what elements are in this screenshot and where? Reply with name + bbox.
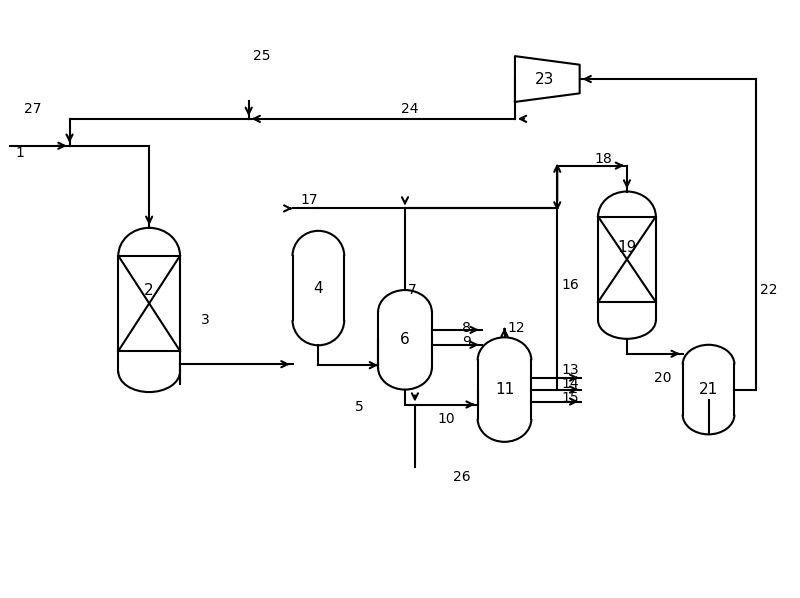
Text: 17: 17 [301,194,318,208]
Text: 1: 1 [16,146,25,160]
Text: 21: 21 [699,382,718,397]
Text: 10: 10 [438,413,455,426]
Text: 3: 3 [201,313,210,327]
Text: 5: 5 [355,401,364,414]
Text: 16: 16 [562,278,579,292]
Text: 22: 22 [760,283,778,297]
Text: 24: 24 [402,102,418,116]
Text: 19: 19 [618,240,637,255]
Text: 15: 15 [562,390,579,404]
Text: 23: 23 [534,72,554,87]
Text: 9: 9 [462,335,470,349]
Text: 8: 8 [462,321,470,335]
Text: 20: 20 [654,371,671,385]
Text: 4: 4 [314,280,323,295]
Text: 13: 13 [562,362,579,377]
Text: 2: 2 [144,283,154,298]
Text: 11: 11 [495,382,514,397]
Text: 7: 7 [408,283,417,297]
Text: 18: 18 [594,152,612,166]
Text: 6: 6 [400,332,410,347]
Text: 26: 26 [453,470,470,484]
Text: 14: 14 [562,377,579,390]
Text: 25: 25 [253,49,270,63]
Text: 12: 12 [507,321,525,335]
Text: 27: 27 [24,102,42,116]
